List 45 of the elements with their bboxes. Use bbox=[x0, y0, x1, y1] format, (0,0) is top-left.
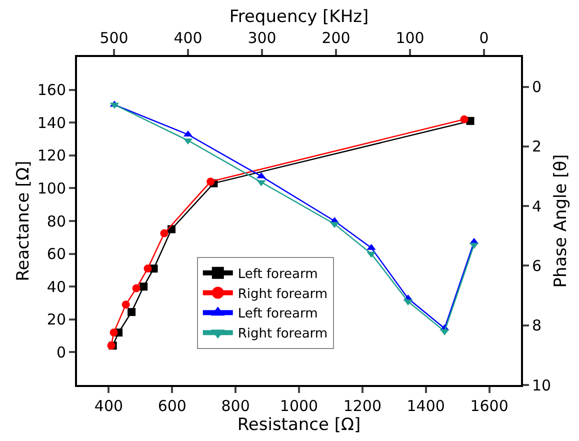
point bbox=[206, 178, 215, 186]
x2-tick-label: 200 bbox=[322, 29, 350, 47]
y-tick-label: 60 bbox=[46, 245, 66, 264]
x-tick-label: 800 bbox=[221, 397, 250, 415]
y2-tick-label: 0 bbox=[532, 78, 542, 96]
point bbox=[132, 284, 140, 292]
x-tick-label: 1000 bbox=[280, 397, 318, 415]
legend-label: Left forearm bbox=[238, 306, 318, 322]
point bbox=[122, 300, 130, 309]
point bbox=[110, 328, 118, 337]
x-axis-title: Resistance [Ω] bbox=[237, 415, 361, 435]
y-tick-label: 80 bbox=[46, 212, 66, 230]
x-tick-label: 400 bbox=[94, 397, 124, 415]
x-tick-label: 1600 bbox=[470, 397, 508, 415]
legend-label: Right forearm bbox=[238, 326, 328, 342]
x-tick-label: 600 bbox=[158, 397, 186, 415]
x2-tick-label: 0 bbox=[479, 29, 489, 47]
y-tick-label: 120 bbox=[37, 146, 66, 165]
x2-tick-label: 100 bbox=[396, 29, 424, 47]
point bbox=[160, 229, 168, 238]
y-tick-label: 140 bbox=[37, 114, 66, 132]
y2-tick-label: 2 bbox=[532, 138, 542, 156]
point bbox=[460, 115, 468, 124]
y-tick-label: 160 bbox=[37, 81, 66, 100]
y-axis-title: Reactance [Ω] bbox=[13, 160, 34, 282]
y-tick-label: 100 bbox=[37, 179, 66, 198]
y2-axis-title: Phase Angle [θ] bbox=[550, 154, 571, 288]
x-tick-label: 1200 bbox=[343, 397, 382, 415]
y-tick-label: 0 bbox=[56, 343, 66, 362]
y2-tick-label: 6 bbox=[532, 256, 542, 275]
point bbox=[144, 264, 152, 273]
x-tick-label: 1400 bbox=[406, 397, 445, 415]
x2-tick-label: 500 bbox=[100, 29, 128, 47]
y2-tick-label: 8 bbox=[532, 316, 542, 335]
x2-axis-title: Frequency [KHz] bbox=[229, 7, 369, 28]
point bbox=[128, 308, 136, 316]
legend-label: Left forearm bbox=[238, 266, 318, 282]
y2-tick-label: 4 bbox=[532, 197, 542, 216]
y-tick-label: 20 bbox=[46, 310, 66, 329]
point bbox=[140, 282, 148, 291]
y-tick-label: 40 bbox=[46, 278, 66, 296]
legend-label: Right forearm bbox=[238, 286, 328, 302]
y2-tick-label: 10 bbox=[532, 376, 552, 394]
x2-tick-label: 400 bbox=[174, 29, 202, 47]
x2-tick-label: 300 bbox=[248, 29, 276, 47]
